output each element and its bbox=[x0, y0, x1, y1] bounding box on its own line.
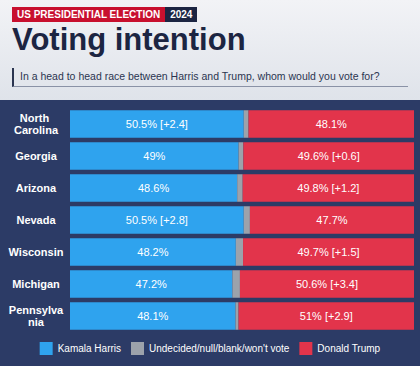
svg-text:Arizona: Arizona bbox=[16, 182, 57, 194]
svg-text:50.5% [+2.4]: 50.5% [+2.4] bbox=[126, 118, 188, 130]
html-text:In a head to head race between: In a head to head race between Harris an… bbox=[20, 70, 380, 82]
svg-text:49.8% [+1.2]: 49.8% [+1.2] bbox=[297, 182, 359, 194]
svg-text:50.5% [+2.8]: 50.5% [+2.8] bbox=[126, 214, 188, 226]
svg-text:49.6% [+0.6]: 49.6% [+0.6] bbox=[298, 150, 360, 162]
html-text:Voting intention: Voting intention bbox=[12, 22, 246, 57]
svg-text:47.2%: 47.2% bbox=[136, 278, 167, 290]
svg-text:48.1%: 48.1% bbox=[316, 118, 347, 130]
svg-text:Wisconsin: Wisconsin bbox=[9, 246, 64, 258]
svg-text:Michigan: Michigan bbox=[12, 278, 60, 290]
svg-text:nia: nia bbox=[28, 316, 45, 328]
svg-text:47.7%: 47.7% bbox=[316, 214, 347, 226]
svg-text:51% [+2.9]: 51% [+2.9] bbox=[300, 310, 353, 322]
svg-text:48.2%: 48.2% bbox=[137, 246, 168, 258]
svg-text:North: North bbox=[20, 112, 52, 124]
svg-text:Georgia: Georgia bbox=[15, 150, 57, 162]
svg-text:Pennsylva: Pennsylva bbox=[9, 304, 64, 316]
svg-text:Undecided/null/blank/won't vot: Undecided/null/blank/won't vote bbox=[149, 343, 290, 354]
svg-text:Donald Trump: Donald Trump bbox=[317, 343, 380, 354]
svg-text:49%: 49% bbox=[143, 150, 165, 162]
svg-text:Kamala Harris: Kamala Harris bbox=[58, 343, 121, 354]
svg-text:48.1%: 48.1% bbox=[137, 310, 168, 322]
svg-text:Carolina: Carolina bbox=[14, 124, 59, 136]
svg-text:48.6%: 48.6% bbox=[138, 182, 169, 194]
svg-text:49.7% [+1.5]: 49.7% [+1.5] bbox=[297, 246, 359, 258]
svg-text:50.6% [+3.4]: 50.6% [+3.4] bbox=[296, 278, 358, 290]
html-text:2024: 2024 bbox=[170, 9, 193, 20]
html-text:US PRESIDENTIAL ELECTION: US PRESIDENTIAL ELECTION bbox=[17, 9, 161, 20]
svg-text:Nevada: Nevada bbox=[16, 214, 56, 226]
